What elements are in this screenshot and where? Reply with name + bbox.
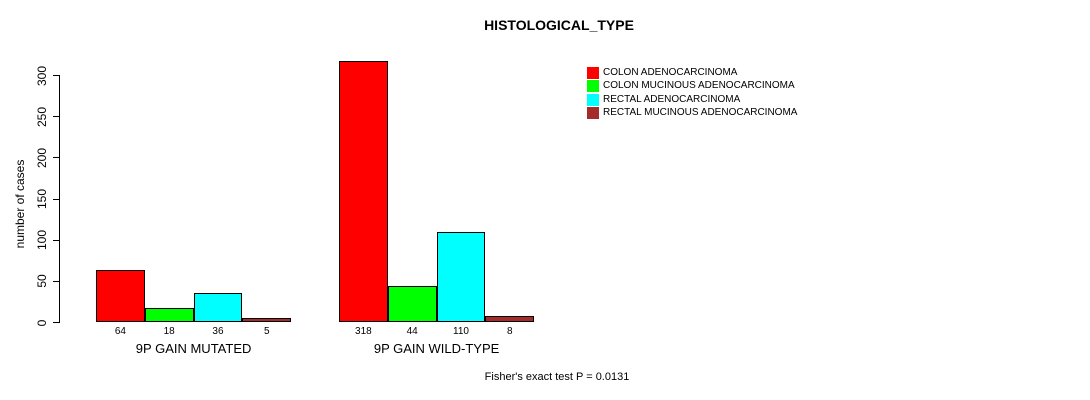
bar [193,292,243,323]
x-group-label: 9P GAIN WILD-TYPE [373,341,500,356]
legend-item: RECTAL ADENOCARCINOMA [587,93,741,106]
legend-label: COLON MUCINOUS ADENOCARCINOMA [603,80,795,92]
bar-value-label: 8 [507,326,513,337]
y-tick-label: 0 [35,319,49,326]
bar [485,315,535,323]
y-tick [53,280,60,282]
bar [242,318,292,323]
y-tick [53,157,60,159]
y-tick [53,75,60,76]
bar [144,307,194,323]
bar-value-label: 318 [355,326,372,337]
bar-value-label: 5 [264,326,270,337]
bar-value-label: 110 [453,326,469,337]
legend-label: RECTAL ADENOCARCINOMA [603,93,741,105]
bar-value-label: 64 [114,326,126,337]
bar [96,269,145,323]
legend-swatch-icon [587,93,599,106]
legend-item: COLON ADENOCARCINOMA [587,66,738,79]
x-group-label: 9P GAIN MUTATED [135,341,252,356]
annotation-text: Fisher's exact test P = 0.0131 [484,371,630,383]
bar [339,60,388,323]
chart-title: HISTOLOGICAL_TYPE [484,17,634,33]
legend-swatch-icon [587,66,599,79]
legend-swatch-icon [587,80,599,93]
legend-label: COLON ADENOCARCINOMA [603,66,738,78]
bar [387,286,437,323]
legend-label: RECTAL MUCINOUS ADENOCARCINOMA [603,107,798,119]
bar-value-label: 36 [212,326,224,337]
y-tick-label: 150 [35,188,49,210]
y-tick-label: 200 [35,147,49,168]
y-tick [53,239,60,241]
y-tick-label: 250 [35,106,49,127]
y-tick-label: 100 [35,230,49,251]
bar-value-label: 18 [163,326,175,337]
bar-value-label: 44 [406,326,418,337]
y-tick-label: 50 [35,274,49,289]
y-tick-label: 300 [35,65,49,86]
y-tick [53,322,60,323]
y-axis-label: number of cases [13,159,27,249]
legend-swatch-icon [587,107,599,120]
y-tick [53,198,60,200]
bar [436,231,486,323]
y-tick [53,116,60,118]
legend-item: RECTAL MUCINOUS ADENOCARCINOMA [587,107,798,120]
legend-item: COLON MUCINOUS ADENOCARCINOMA [587,80,795,93]
